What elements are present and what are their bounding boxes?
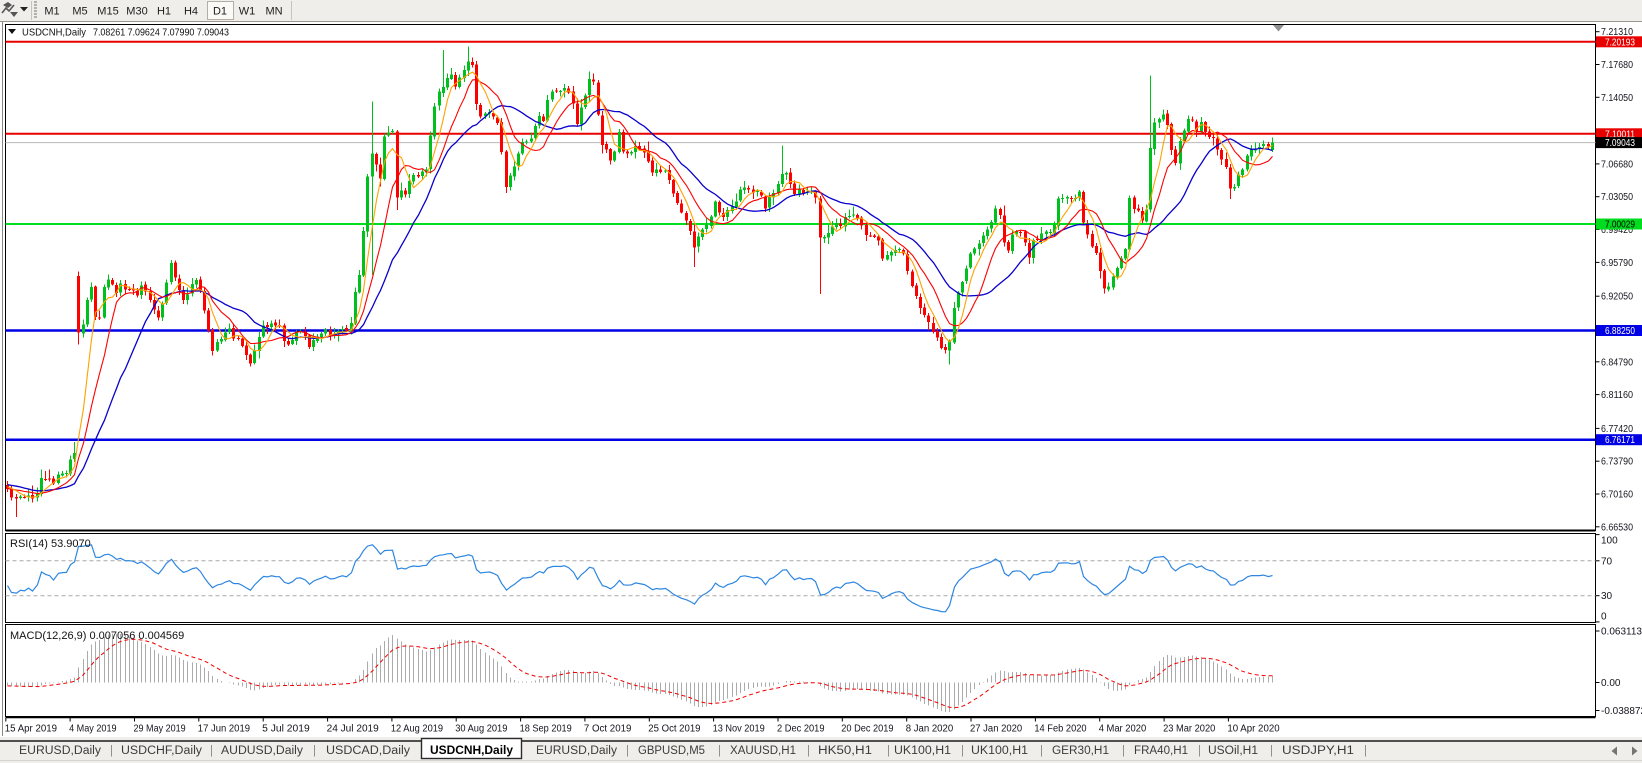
svg-text:29 May 2019: 29 May 2019 [134, 724, 187, 735]
svg-text:25 Oct 2019: 25 Oct 2019 [648, 724, 701, 735]
svg-text:6.81160: 6.81160 [1601, 390, 1633, 401]
svg-text:100: 100 [1601, 536, 1618, 547]
svg-text:23 Mar 2020: 23 Mar 2020 [1163, 724, 1216, 735]
svg-text:15 Apr 2019: 15 Apr 2019 [5, 724, 58, 735]
svg-text:W1: W1 [239, 6, 256, 18]
svg-text:UK100,H1: UK100,H1 [894, 745, 951, 757]
svg-text:30 Aug 2019: 30 Aug 2019 [455, 724, 508, 735]
svg-text:|: | [1122, 745, 1125, 757]
svg-text:M1: M1 [44, 6, 59, 18]
svg-text:14 Feb 2020: 14 Feb 2020 [1034, 724, 1087, 735]
svg-text:27 Jan 2020: 27 Jan 2020 [970, 724, 1023, 735]
svg-text:XAUUSD,H1: XAUUSD,H1 [730, 745, 796, 757]
svg-text:|: | [1040, 745, 1043, 757]
svg-text:AUDUSD,Daily: AUDUSD,Daily [221, 745, 303, 757]
svg-text:13 Nov 2019: 13 Nov 2019 [713, 724, 766, 735]
svg-text:D1: D1 [213, 6, 227, 18]
svg-text:UK100,H1: UK100,H1 [971, 745, 1028, 757]
svg-text:0: 0 [1601, 612, 1607, 623]
svg-text:0.00: 0.00 [1601, 678, 1621, 689]
svg-text:|: | [1270, 745, 1273, 757]
svg-text:M5: M5 [72, 6, 87, 18]
svg-text:7.03050: 7.03050 [1601, 192, 1633, 203]
svg-text:GBPUSD,M5: GBPUSD,M5 [638, 745, 705, 757]
svg-text:18 Sep 2019: 18 Sep 2019 [520, 724, 573, 735]
svg-text:|: | [961, 745, 964, 757]
svg-text:6.77420: 6.77420 [1601, 424, 1633, 435]
svg-text:5 Jul 2019: 5 Jul 2019 [262, 724, 310, 735]
svg-text:H1: H1 [157, 6, 171, 18]
svg-text:24 Jul 2019: 24 Jul 2019 [327, 724, 380, 735]
svg-text:M30: M30 [126, 6, 147, 18]
svg-text:USOil,H1: USOil,H1 [1208, 745, 1258, 757]
svg-text:|: | [313, 745, 316, 757]
svg-text:7.09043: 7.09043 [1605, 138, 1635, 149]
svg-text:EURUSD,Daily: EURUSD,Daily [19, 745, 101, 757]
svg-text:6.99420: 6.99420 [1601, 225, 1633, 236]
svg-text:7.17680: 7.17680 [1601, 60, 1633, 71]
svg-text:7 Oct 2019: 7 Oct 2019 [584, 724, 632, 735]
svg-text:USDJPY,H1: USDJPY,H1 [1282, 745, 1354, 757]
svg-text:6.70160: 6.70160 [1601, 490, 1633, 501]
svg-text:7.10011: 7.10011 [1605, 129, 1635, 140]
svg-text:|: | [110, 745, 113, 757]
svg-text:6.76171: 6.76171 [1605, 435, 1635, 446]
svg-text:|: | [718, 745, 721, 757]
svg-text:USDCNH,Daily: USDCNH,Daily [22, 27, 87, 39]
svg-text:EURUSD,Daily: EURUSD,Daily [536, 745, 617, 757]
svg-text:6.73790: 6.73790 [1601, 457, 1633, 468]
svg-text:M15: M15 [97, 6, 118, 18]
svg-text:|: | [626, 745, 629, 757]
svg-text:USDCNH,Daily: USDCNH,Daily [430, 745, 514, 757]
svg-text:30: 30 [1601, 591, 1613, 602]
svg-text:6.88250: 6.88250 [1605, 326, 1635, 337]
svg-text:4 May 2019: 4 May 2019 [69, 724, 117, 735]
svg-text:6.95790: 6.95790 [1601, 258, 1633, 269]
svg-text:70: 70 [1601, 556, 1613, 567]
svg-text:|: | [887, 745, 890, 757]
svg-text:4 Mar 2020: 4 Mar 2020 [1099, 724, 1147, 735]
svg-text:12 Aug 2019: 12 Aug 2019 [391, 724, 444, 735]
svg-text:USDCHF,Daily: USDCHF,Daily [121, 745, 202, 757]
svg-text:7.00029: 7.00029 [1605, 220, 1635, 231]
svg-text:7.08261 7.09624 7.07990 7.0904: 7.08261 7.09624 7.07990 7.09043 [93, 27, 229, 39]
svg-text:7.14050: 7.14050 [1601, 93, 1633, 104]
svg-text:-0.038872: -0.038872 [1601, 706, 1642, 717]
svg-text:6.92050: 6.92050 [1601, 292, 1633, 303]
svg-text:GER30,H1: GER30,H1 [1052, 745, 1109, 757]
svg-text:20 Dec 2019: 20 Dec 2019 [841, 724, 894, 735]
svg-text:2 Dec 2019: 2 Dec 2019 [777, 724, 825, 735]
svg-text:RSI(14) 53.9070: RSI(14) 53.9070 [10, 538, 91, 550]
svg-text:|: | [1364, 745, 1367, 757]
svg-text:FRA40,H1: FRA40,H1 [1134, 745, 1188, 757]
svg-text:6.66530: 6.66530 [1601, 522, 1633, 533]
svg-text:H4: H4 [184, 6, 198, 18]
svg-text:17 Jun 2019: 17 Jun 2019 [198, 724, 251, 735]
svg-text:7.20193: 7.20193 [1605, 37, 1635, 48]
svg-text:7.21310: 7.21310 [1601, 27, 1633, 38]
svg-text:7.06680: 7.06680 [1601, 159, 1633, 170]
svg-text:USDCAD,Daily: USDCAD,Daily [326, 745, 410, 757]
svg-text:0.063113: 0.063113 [1601, 627, 1642, 638]
svg-text:10 Apr 2020: 10 Apr 2020 [1227, 724, 1280, 735]
svg-text:6.84790: 6.84790 [1601, 357, 1633, 368]
svg-text:MN: MN [265, 6, 282, 18]
svg-text:|: | [807, 745, 810, 757]
svg-text:HK50,H1: HK50,H1 [818, 745, 872, 757]
svg-text:8 Jan 2020: 8 Jan 2020 [906, 724, 954, 735]
svg-text:|: | [210, 745, 213, 757]
svg-text:|: | [1198, 745, 1201, 757]
svg-text:MACD(12,26,9) 0.007056 0.00456: MACD(12,26,9) 0.007056 0.004569 [10, 630, 184, 642]
